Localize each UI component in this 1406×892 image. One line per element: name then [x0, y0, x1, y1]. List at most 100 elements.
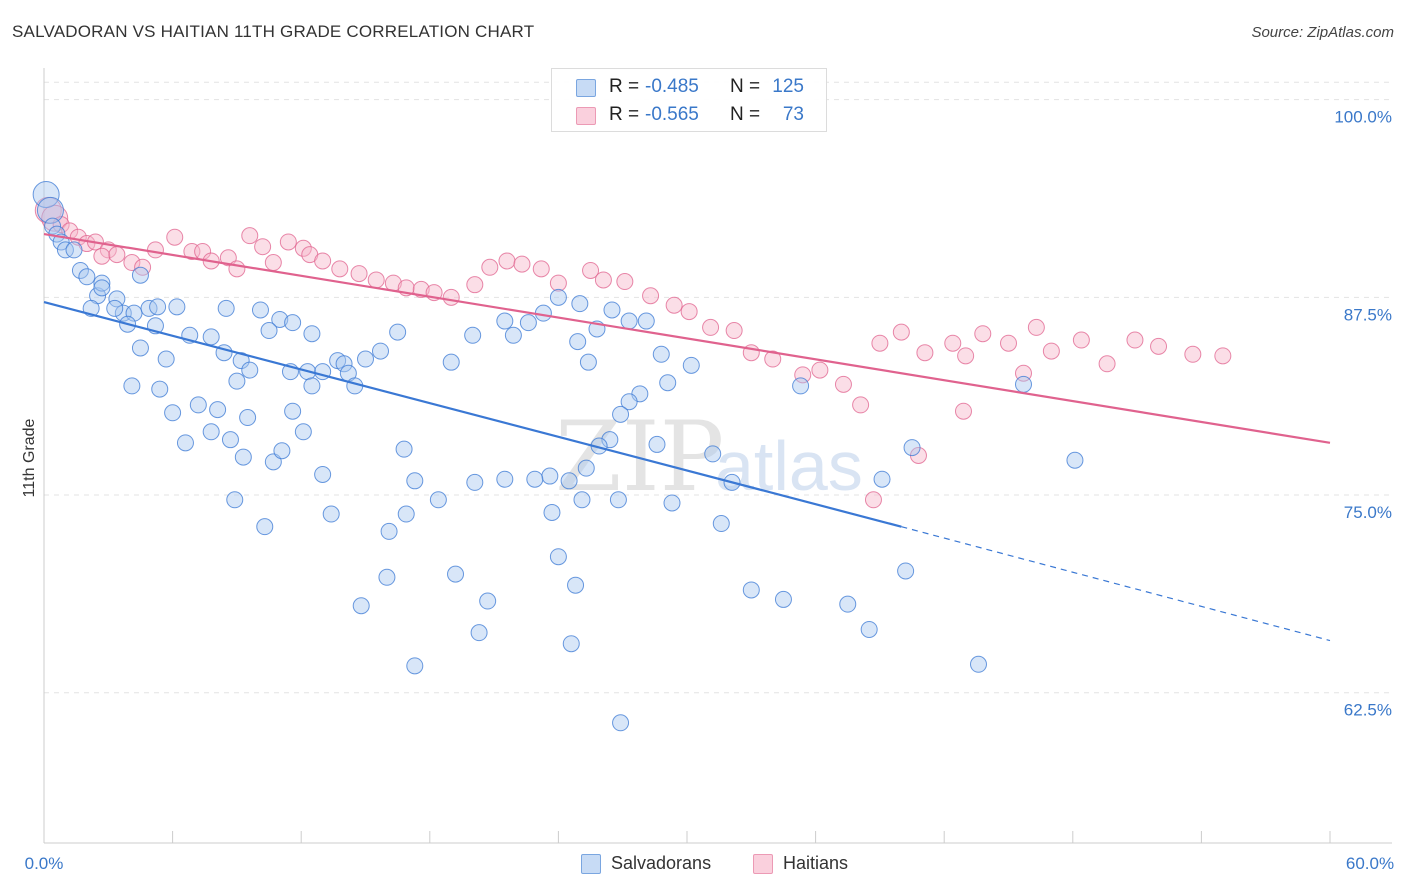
salvadoran-point	[273, 442, 291, 460]
r-label: R =	[609, 104, 640, 125]
salvadoran-point	[496, 470, 514, 488]
chart-title: SALVADORAN VS HAITIAN 11TH GRADE CORRELA…	[12, 22, 535, 41]
haitian-point	[871, 334, 889, 352]
salvadoran-point	[573, 491, 591, 509]
r-label: R =	[609, 76, 640, 97]
salvadoran-point	[470, 624, 488, 642]
salvadoran-point	[65, 241, 83, 259]
salvadoran-point	[442, 353, 460, 371]
salvadoran-point	[93, 274, 111, 292]
haitian-point	[1000, 334, 1017, 352]
haitian-point	[892, 323, 910, 341]
haitian-point	[702, 318, 720, 336]
legend-row-haitians: R = -0.565 N = 73	[552, 101, 826, 129]
legend-label: Salvadorans	[611, 853, 712, 873]
haitian-point	[616, 273, 634, 291]
haitian-point	[549, 274, 567, 292]
salvadoran-point	[1015, 375, 1033, 393]
salvadoran-point	[504, 326, 522, 344]
salvadoran-point	[123, 377, 141, 395]
salvadoran-point	[571, 295, 589, 313]
salvadoran-point	[189, 396, 207, 414]
haitian-point	[1072, 331, 1090, 349]
haitian-point	[166, 228, 184, 246]
salvadoran-point	[140, 299, 158, 317]
salvadoran-point	[106, 299, 124, 317]
x-tick-label: 60.0%	[1346, 854, 1394, 873]
y-tick-label: 75.0%	[1344, 503, 1392, 522]
salvadoran-point	[397, 505, 415, 523]
haitian-point	[1214, 347, 1232, 365]
salvadoran-point	[659, 374, 677, 392]
haitian-point	[279, 233, 297, 251]
salvadoran-point	[284, 402, 302, 420]
salvadoran-point	[479, 592, 497, 610]
haitian-point	[680, 303, 698, 321]
haitian-point	[1184, 345, 1202, 363]
haitian-point	[642, 287, 660, 305]
salvadoran-point	[314, 465, 332, 483]
salvadorans-swatch	[576, 79, 596, 97]
series-legend: Salvadorans Haitians	[0, 852, 1406, 876]
salvadoran-point	[149, 298, 167, 316]
haitian-point	[331, 260, 349, 278]
salvadoran-point	[712, 515, 730, 533]
salvadoran-point	[873, 470, 891, 488]
haitian-point	[481, 258, 499, 276]
haitian-point	[1027, 318, 1045, 336]
salvadoran-point	[860, 620, 878, 638]
r-value: -0.485	[645, 76, 699, 97]
haitian-point	[264, 254, 282, 272]
haitian-point	[146, 241, 164, 259]
salvadoran-point	[395, 440, 413, 458]
legend-label: Haitians	[783, 853, 849, 873]
haitian-point	[412, 280, 430, 298]
salvadoran-point	[541, 467, 559, 485]
salvadoran-point	[429, 491, 447, 509]
haitian-point	[1098, 355, 1116, 373]
salvadoran-point	[549, 548, 567, 566]
salvadoran-point	[620, 312, 638, 330]
salvadoran-point	[352, 597, 370, 615]
haitian-point	[532, 260, 550, 278]
haitian-point	[367, 271, 385, 289]
salvadoran-point	[157, 350, 175, 368]
salvadoran-point	[792, 377, 810, 395]
watermark-atlas: atlas	[715, 427, 863, 505]
salvadoran-point	[234, 448, 252, 466]
salvadoran-point	[322, 505, 340, 523]
salvadoran-point	[903, 439, 921, 457]
salvadoran-point	[406, 657, 424, 675]
haitian-point	[594, 271, 612, 289]
source-label: Source: ZipAtlas.com	[1251, 24, 1394, 41]
salvadoran-point	[519, 314, 537, 332]
salvadoran-point	[1066, 451, 1084, 469]
haitians-swatch	[753, 854, 773, 874]
salvadoran-point	[562, 635, 580, 653]
salvadoran-point	[466, 473, 484, 491]
salvadoran-point	[36, 196, 64, 224]
haitian-point	[864, 491, 882, 509]
salvadoran-point	[496, 312, 514, 330]
salvadoran-point	[202, 328, 220, 346]
salvadoran-point	[774, 590, 792, 608]
salvadoran-point	[612, 714, 630, 732]
legend-row-salvadorans: R = -0.485 N = 125	[552, 73, 826, 101]
salvadoran-point	[239, 409, 257, 427]
salvadoran-point	[217, 299, 235, 317]
salvadoran-point	[56, 241, 74, 259]
salvadoran-point	[601, 431, 619, 449]
salvadoran-point	[579, 353, 597, 371]
salvadoran-point	[406, 472, 424, 490]
n-label: N =	[730, 76, 761, 97]
salvadoran-point	[284, 314, 302, 332]
y-tick-label: 62.5%	[1344, 701, 1392, 720]
n-value: 125	[772, 76, 804, 97]
haitian-point	[725, 322, 743, 340]
salvadoran-point	[241, 361, 259, 379]
haitian-point	[957, 347, 975, 365]
haitian-point	[513, 255, 531, 273]
haitian-trend-line	[43, 232, 1331, 444]
salvadoran-point	[357, 350, 374, 368]
salvadoran-point	[447, 565, 465, 583]
